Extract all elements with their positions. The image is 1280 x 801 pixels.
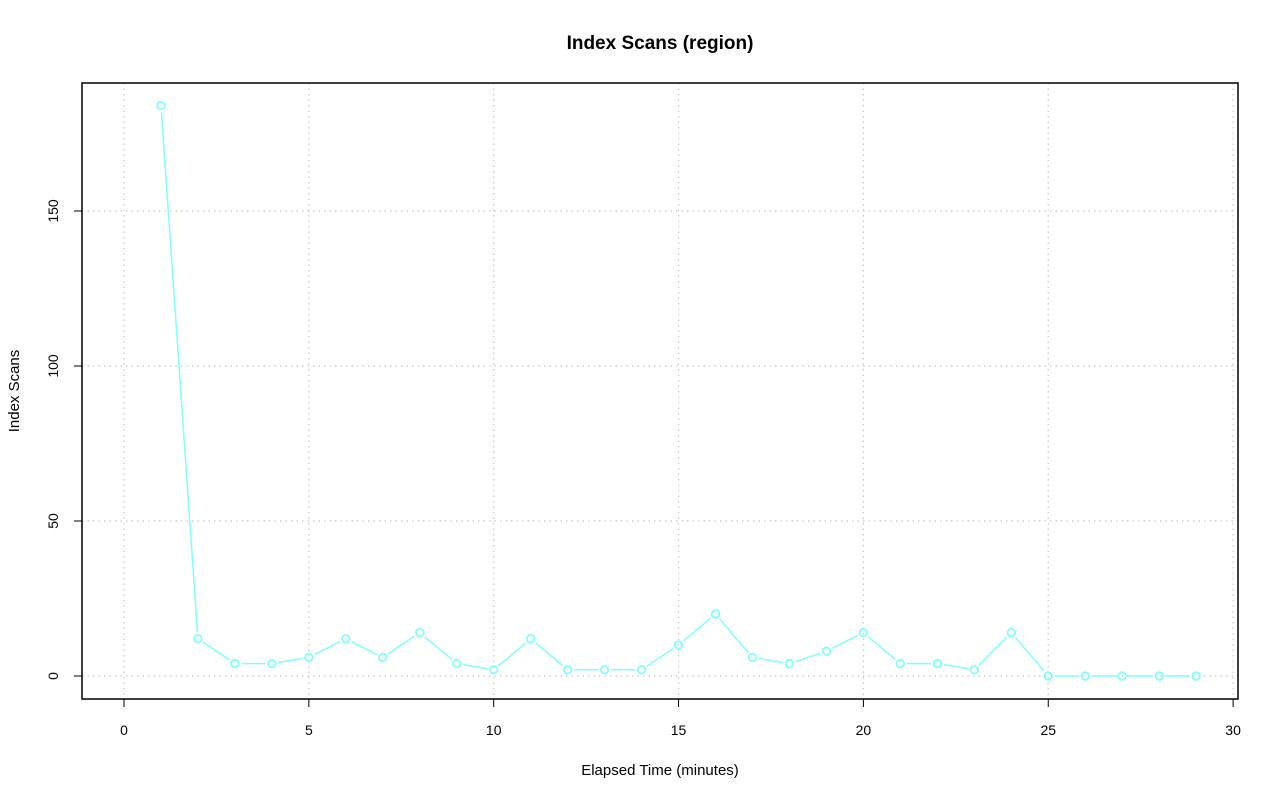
series-line-segment: [683, 617, 712, 642]
series-line-segment: [535, 642, 564, 667]
y-tick-label: 100: [45, 354, 61, 378]
data-point: [452, 658, 462, 669]
series-line-segment: [278, 657, 303, 664]
data-point: [415, 627, 425, 638]
x-tick-label: 10: [486, 722, 502, 738]
series-line-segment: [314, 641, 341, 656]
data-point: [673, 640, 684, 650]
x-tick-label: 0: [120, 722, 128, 738]
series-line-segment: [758, 657, 784, 664]
data-point: [932, 658, 943, 669]
y-tick-label: 150: [45, 199, 61, 223]
data-point: [1080, 671, 1090, 681]
chart-title: Index Scans (region): [567, 33, 754, 54]
series-line-segment: [795, 652, 821, 663]
data-point: [378, 652, 388, 663]
series-line-segment: [831, 634, 858, 649]
x-tick-label: 20: [856, 722, 872, 738]
series-line-segment: [424, 636, 453, 660]
data-point: [895, 658, 906, 669]
series-line-segment: [202, 641, 230, 661]
x-tick-label: 5: [305, 722, 313, 738]
data-point: [525, 634, 536, 644]
plot-border: [81, 82, 1239, 700]
y-axis: 0 50 100 150: [45, 199, 83, 680]
grid: [82, 83, 1238, 699]
data-point: [599, 665, 610, 675]
x-tick-label: 25: [1040, 722, 1056, 738]
series-layer: [156, 100, 1201, 681]
y-tick-label: 0: [45, 672, 61, 680]
data-point: [1006, 627, 1016, 638]
series-line-segment: [498, 642, 527, 667]
y-tick-label: 50: [45, 513, 61, 529]
x-axis: 0 5 10 15 20 25 30: [120, 698, 1241, 738]
data-point: [304, 652, 314, 663]
data-point: [1043, 671, 1053, 681]
series-line-segment: [978, 636, 1008, 666]
x-axis-label: Elapsed Time (minutes): [581, 762, 739, 779]
data-point: [156, 100, 166, 111]
data-point: [193, 634, 203, 644]
series-line-segment: [719, 618, 749, 653]
series-line-segment: [646, 647, 674, 667]
data-point: [1191, 671, 1201, 681]
series-line-segment: [351, 641, 378, 656]
data-point: [747, 652, 758, 663]
series-line-segment: [1014, 637, 1045, 672]
series-line-segment: [463, 663, 488, 670]
series-line-segment: [387, 635, 415, 655]
x-tick-label: 15: [671, 722, 687, 738]
data-point: [562, 665, 573, 675]
data-point: [784, 658, 795, 669]
data-point: [1117, 671, 1127, 681]
data-point: [1154, 671, 1164, 681]
y-axis-label: Index Scans: [6, 350, 23, 433]
data-point: [489, 665, 499, 675]
data-point: [969, 665, 980, 675]
data-point: [267, 658, 277, 669]
series-line-segment: [867, 636, 896, 660]
series-line-segment: [160, 112, 199, 633]
data-point: [710, 609, 721, 619]
data-point: [636, 665, 647, 675]
series-line-segment: [943, 663, 969, 670]
data-point: [821, 646, 832, 656]
data-point: [858, 627, 869, 638]
x-tick-label: 30: [1225, 722, 1241, 738]
data-point: [230, 658, 240, 669]
data-point: [341, 634, 351, 644]
